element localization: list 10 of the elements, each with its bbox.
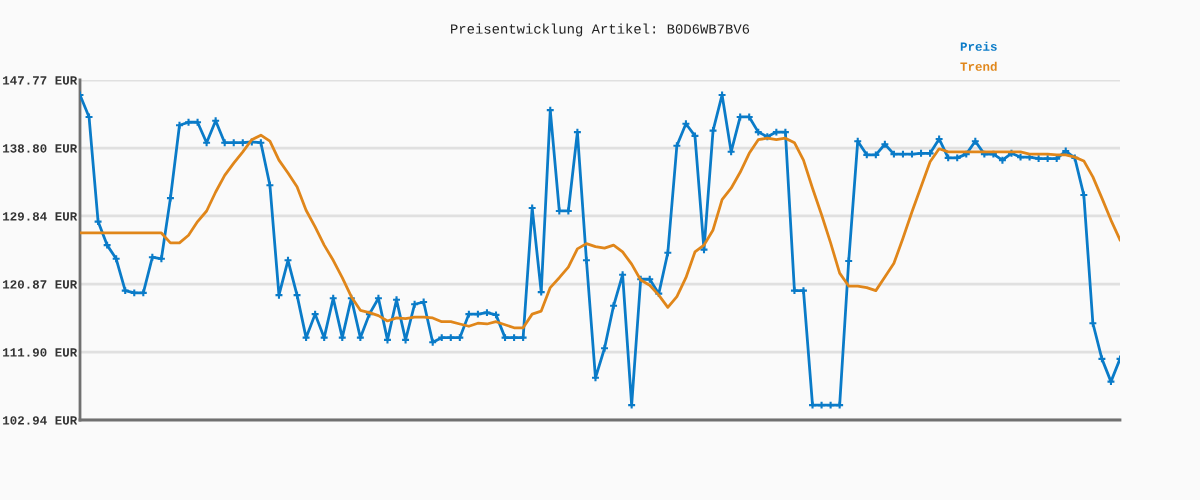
text: Preis (960, 41, 997, 51)
y-tick-label: 147.77 EUR (3, 76, 78, 85)
y-tick-label: 102.94 EUR (3, 416, 78, 425)
y-tick-label: 111.90 EUR (3, 348, 78, 357)
y-tick-label: 129.84 EUR (3, 212, 78, 221)
line-series (80, 133, 1120, 330)
y-tick-label: 120.87 EUR (3, 280, 78, 289)
text: Trend (960, 61, 997, 71)
y-tick-label: 138.80 EUR (3, 144, 78, 153)
chart-title: Preisentwicklung Artikel: B0D6WB7BV6 (451, 23, 750, 37)
